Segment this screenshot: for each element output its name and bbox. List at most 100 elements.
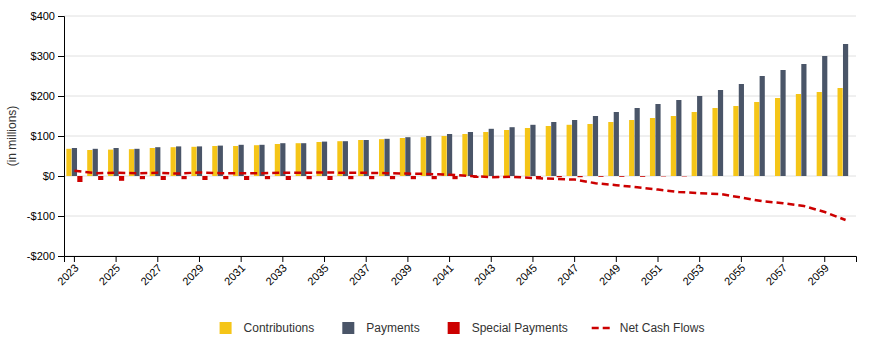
tick-label: 2033 — [263, 262, 289, 288]
bar — [254, 145, 259, 176]
grid-line — [64, 96, 856, 97]
bar — [598, 176, 603, 178]
bar — [171, 147, 176, 176]
tick: 2043 — [472, 256, 498, 287]
tick-mark — [58, 136, 64, 137]
tick-mark — [616, 256, 617, 262]
bar — [182, 176, 187, 179]
tick-mark — [157, 256, 158, 262]
legend-swatch — [220, 322, 232, 334]
bar — [390, 176, 395, 179]
tick-mark — [449, 256, 450, 262]
legend-swatch — [448, 322, 460, 334]
bar — [316, 142, 321, 176]
tick: $200 — [31, 90, 64, 102]
bar — [718, 90, 723, 176]
tick: 2033 — [263, 256, 289, 287]
tick-mark — [58, 16, 64, 17]
legend-label: Net Cash Flows — [620, 321, 705, 335]
tick-label: 2027 — [138, 262, 164, 288]
bar — [629, 120, 634, 176]
bar — [348, 176, 353, 179]
tick-label: -$200 — [27, 250, 55, 262]
tick: 2045 — [513, 256, 539, 287]
bar — [343, 141, 348, 176]
tick-mark — [58, 256, 64, 257]
tick-mark — [58, 96, 64, 97]
tick-label: $0 — [43, 170, 55, 182]
y-axis-label: (in millions) — [5, 106, 19, 167]
tick: 2057 — [763, 256, 789, 287]
bar — [525, 128, 530, 176]
bar — [337, 141, 342, 176]
x-axis: 2023202520272029203120332035203720392041… — [55, 256, 857, 287]
bar — [697, 96, 702, 176]
bar — [462, 134, 467, 176]
tick: 2035 — [305, 256, 331, 287]
bar — [619, 176, 624, 178]
bar — [703, 176, 708, 177]
bar — [530, 125, 535, 176]
bar — [661, 176, 666, 177]
bar — [218, 146, 223, 176]
bar — [801, 64, 806, 176]
bar — [322, 142, 327, 176]
tick-mark — [116, 256, 117, 262]
bar — [176, 146, 181, 176]
axis-line — [58, 17, 65, 257]
bar — [828, 176, 833, 177]
tick-mark — [783, 256, 784, 262]
tick-label: -$100 — [27, 210, 55, 222]
tick: 2023 — [55, 256, 81, 287]
tick-label: 2029 — [180, 262, 206, 288]
bar — [682, 176, 687, 177]
tick: 2025 — [97, 256, 123, 287]
bar — [557, 176, 562, 177]
bar — [307, 176, 312, 179]
bar — [551, 122, 556, 176]
legend-swatch — [342, 322, 354, 334]
y-axis: -$200 -$100 $0 $100 $200 $300 $400 — [27, 10, 65, 262]
bar — [265, 176, 270, 179]
bar-series — [77, 176, 687, 182]
bar — [655, 104, 660, 176]
bar — [239, 145, 244, 176]
bar — [301, 143, 306, 176]
tick-mark — [824, 256, 825, 262]
bar — [161, 176, 166, 180]
bar — [432, 176, 437, 179]
legend-item: Contributions — [220, 321, 315, 335]
tick: 2051 — [638, 256, 664, 287]
plot: -$200 -$100 $0 $100 $200 $300 $400 2023 2025 2027… — [27, 10, 857, 287]
grid — [64, 16, 856, 256]
grid-line — [64, 16, 856, 17]
legend-item: Payments — [342, 321, 419, 335]
bar — [817, 92, 822, 176]
tick: $100 — [31, 130, 64, 142]
tick-label: 2041 — [430, 262, 456, 288]
tick: -$200 — [27, 250, 64, 262]
tick: 2031 — [222, 256, 248, 287]
tick-label: 2025 — [97, 262, 123, 288]
grid-line — [64, 56, 856, 57]
tick-label: $200 — [31, 90, 55, 102]
bar — [489, 129, 494, 176]
bar — [442, 136, 447, 176]
bar — [98, 176, 103, 180]
bar — [780, 70, 785, 176]
bar — [843, 44, 848, 176]
tick: $400 — [31, 10, 64, 22]
bar — [364, 140, 369, 176]
bar — [452, 176, 457, 179]
bar — [614, 112, 619, 176]
bar — [411, 176, 416, 179]
bar — [593, 116, 598, 176]
bar — [567, 125, 572, 176]
bar — [327, 176, 332, 180]
tick-label: 2031 — [222, 262, 248, 288]
bar — [212, 146, 217, 176]
bar — [504, 130, 509, 176]
bar — [233, 146, 238, 176]
tick: 2055 — [722, 256, 748, 287]
tick: $300 — [31, 50, 64, 62]
